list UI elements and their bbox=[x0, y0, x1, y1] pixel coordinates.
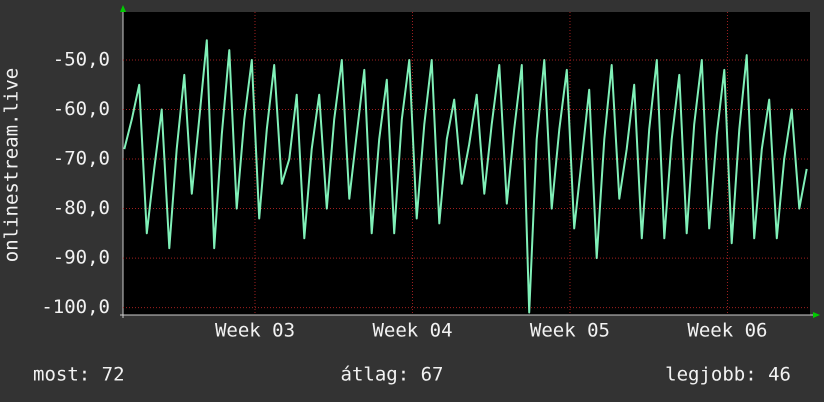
stat-average: átlag: 67 bbox=[341, 364, 444, 386]
y-axis-label: onlinestream.live bbox=[1, 68, 23, 262]
y-arrow bbox=[120, 5, 126, 12]
y-tick-label: -80,0 bbox=[53, 197, 110, 219]
x-tick-label: Week 03 bbox=[215, 320, 295, 342]
y-tick-label: -90,0 bbox=[53, 247, 110, 269]
x-tick-label: Week 06 bbox=[687, 320, 767, 342]
line-series bbox=[123, 39, 808, 314]
y-tick-label: -70,0 bbox=[53, 148, 110, 170]
stat-current: most: 72 bbox=[33, 364, 125, 386]
x-tick-label: Week 05 bbox=[530, 320, 610, 342]
stat-best: legjobb: 46 bbox=[665, 364, 791, 386]
y-tick-label: -100,0 bbox=[41, 296, 110, 318]
x-arrow bbox=[813, 312, 820, 318]
y-tick-label: -60,0 bbox=[53, 98, 110, 120]
x-tick-label: Week 04 bbox=[372, 320, 452, 342]
y-tick-label: -50,0 bbox=[53, 49, 110, 71]
